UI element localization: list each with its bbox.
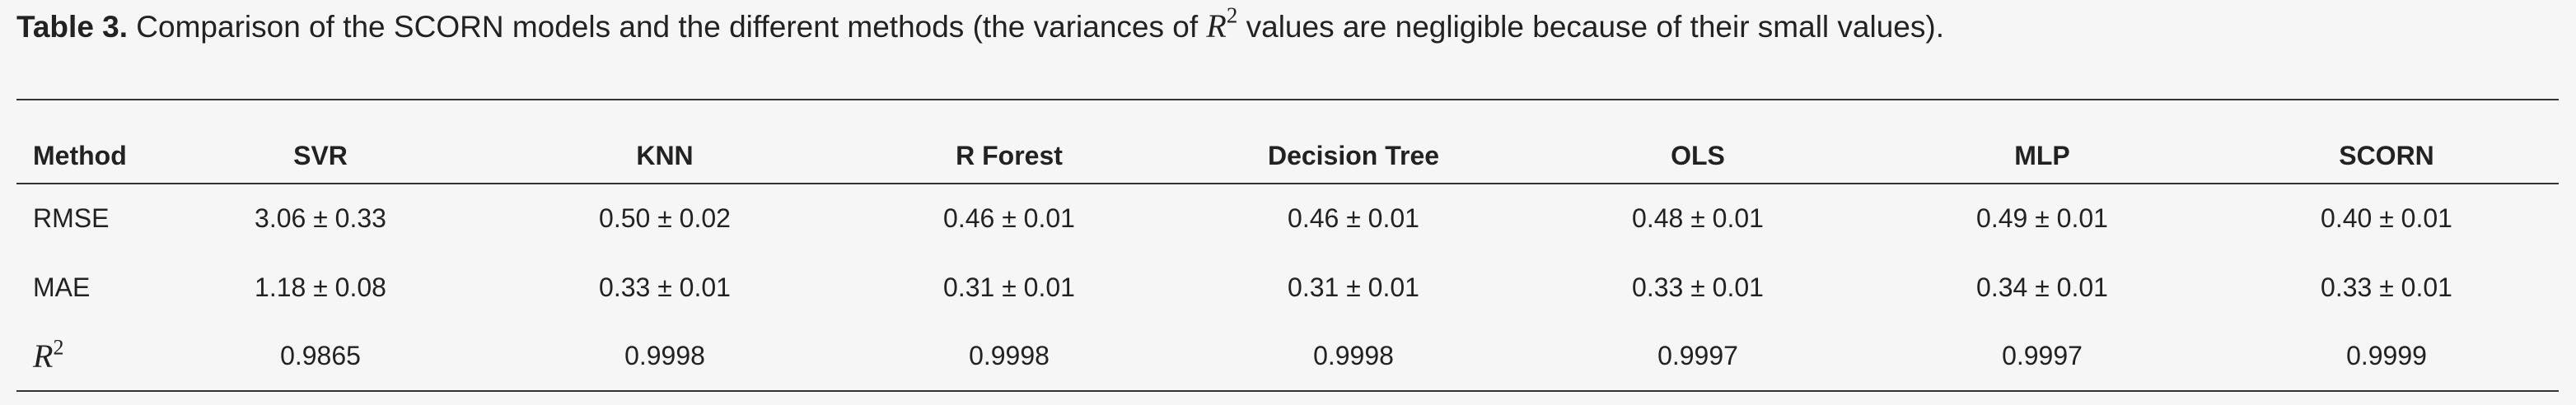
cell-r2-knn: 0.9998: [624, 341, 705, 370]
caption-text-after: values are negligible because of their s…: [1237, 10, 1944, 44]
cell-mae-decision-tree: 0.31 ± 0.01: [1288, 272, 1419, 302]
r2-math-base: R: [33, 338, 54, 375]
caption-math-base: R: [1206, 7, 1227, 44]
cell-mae-svr: 1.18 ± 0.08: [255, 272, 386, 302]
cell-r2-ols: 0.9997: [1657, 341, 1738, 370]
cell-rmse-mlp: 0.49 ± 0.01: [1976, 203, 2108, 233]
comparison-table: Method SVR KNN R Forest Decision Tree OL…: [16, 99, 2559, 392]
header-knn: KNN: [636, 141, 694, 170]
cell-mae-scorn: 0.33 ± 0.01: [2321, 272, 2452, 302]
cell-rmse-r-forest: 0.46 ± 0.01: [943, 203, 1075, 233]
table-row-r2: R2 0.9865 0.9998 0.9998 0.9998 0.9997 0.…: [16, 322, 2559, 391]
cell-r2-r-forest: 0.9998: [969, 341, 1050, 370]
caption-math-sup: 2: [1226, 2, 1238, 28]
table-header-row: Method SVR KNN R Forest Decision Tree OL…: [16, 100, 2559, 184]
table-row-rmse: RMSE 3.06 ± 0.33 0.50 ± 0.02 0.46 ± 0.01…: [16, 184, 2559, 253]
row-label-rmse: RMSE: [33, 203, 110, 233]
table-caption: Table 3. Comparison of the SCORN models …: [16, 4, 1944, 49]
header-mlp: MLP: [2014, 141, 2070, 170]
cell-rmse-scorn: 0.40 ± 0.01: [2321, 203, 2452, 233]
cell-r2-svr: 0.9865: [280, 341, 361, 370]
cell-mae-knn: 0.33 ± 0.01: [599, 272, 731, 302]
r2-math-sup: 2: [53, 335, 64, 360]
header-ols: OLS: [1671, 141, 1725, 170]
caption-math: R2: [1206, 4, 1237, 44]
header-svr: SVR: [293, 141, 348, 170]
cell-rmse-ols: 0.48 ± 0.01: [1632, 203, 1764, 233]
caption-label: Table 3.: [16, 10, 129, 44]
cell-rmse-knn: 0.50 ± 0.02: [599, 203, 731, 233]
cell-mae-r-forest: 0.31 ± 0.01: [943, 272, 1075, 302]
cell-r2-decision-tree: 0.9998: [1313, 341, 1394, 370]
cell-rmse-svr: 3.06 ± 0.33: [255, 203, 386, 233]
row-label-r2: R2: [16, 322, 148, 391]
cell-mae-ols: 0.33 ± 0.01: [1632, 272, 1764, 302]
r2-math: R2: [33, 335, 64, 375]
cell-rmse-decision-tree: 0.46 ± 0.01: [1288, 203, 1419, 233]
header-r-forest: R Forest: [956, 141, 1063, 170]
header-decision-tree: Decision Tree: [1267, 141, 1440, 170]
header-method: Method: [33, 141, 127, 170]
cell-r2-mlp: 0.9997: [2002, 341, 2083, 370]
row-label-mae: MAE: [33, 272, 91, 302]
table-row-mae: MAE 1.18 ± 0.08 0.33 ± 0.01 0.31 ± 0.01 …: [16, 253, 2559, 322]
header-scorn: SCORN: [2339, 141, 2434, 170]
cell-mae-mlp: 0.34 ± 0.01: [1976, 272, 2108, 302]
cell-r2-scorn: 0.9999: [2346, 341, 2427, 370]
caption-text-before: Comparison of the SCORN models and the d…: [128, 10, 1207, 44]
